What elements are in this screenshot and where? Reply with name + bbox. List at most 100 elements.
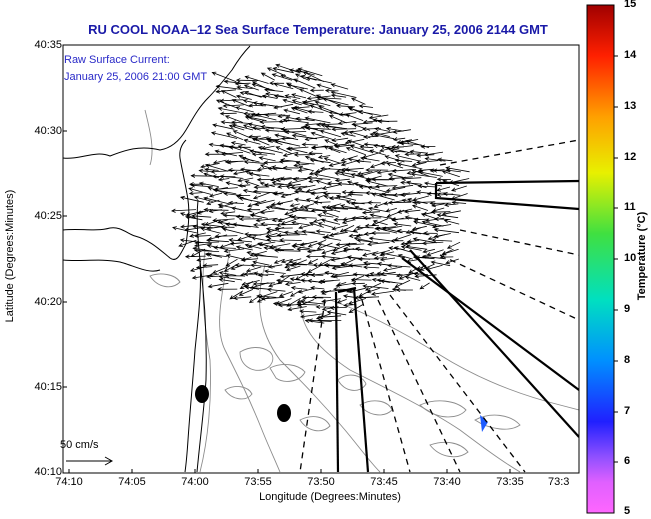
current-vector (401, 176, 422, 181)
current-vector (404, 215, 421, 220)
current-vector (338, 112, 357, 117)
current-vector (406, 239, 420, 244)
lon-tick-label: 74:00 (181, 476, 209, 488)
current-vector (372, 219, 388, 226)
current-vector (238, 289, 254, 296)
current-vector (436, 177, 451, 182)
current-vector (205, 238, 229, 243)
coastline (63, 45, 251, 473)
current-vector (218, 271, 237, 276)
current-vector (292, 261, 318, 266)
current-vector (301, 295, 324, 300)
current-vector (429, 201, 451, 206)
current-vector (408, 266, 420, 274)
current-vector (283, 108, 300, 115)
current-vector (204, 219, 221, 226)
current-vector (367, 206, 389, 213)
current-vector (228, 124, 245, 131)
current-vector (179, 238, 204, 244)
current-vector (321, 249, 334, 255)
current-vector (215, 89, 237, 94)
current-vector (327, 206, 349, 211)
current-vector (387, 263, 411, 268)
current-vector (274, 133, 299, 141)
current-vector (227, 168, 243, 173)
current-vector (358, 104, 374, 109)
current-vector (409, 149, 428, 154)
current-vector (260, 222, 278, 227)
current-vector (400, 180, 422, 185)
current-vector (279, 273, 303, 279)
annotation-current-time: January 25, 2006 21:00 GMT (64, 71, 208, 83)
current-vector (296, 302, 318, 307)
current-vector (244, 75, 269, 84)
current-vector (231, 99, 251, 108)
current-vector (212, 265, 230, 274)
colorbar-tick-label: 11 (624, 201, 636, 213)
current-vector (219, 174, 244, 179)
lon-tick-label: 74:05 (118, 476, 146, 488)
current-vector (293, 78, 316, 89)
current-vector (374, 184, 398, 189)
current-vector (308, 151, 323, 156)
current-vector (251, 83, 275, 91)
current-vector (401, 198, 421, 204)
current-vector (323, 145, 341, 154)
current-vector (353, 295, 380, 300)
current-vector (315, 229, 331, 234)
current-vector (307, 258, 319, 264)
current-vector (266, 287, 286, 292)
current-vector (442, 191, 461, 197)
current-vector (235, 106, 254, 113)
current-vector (297, 168, 310, 173)
current-vector (305, 254, 324, 259)
current-vector (252, 222, 268, 228)
current-vector (375, 226, 398, 234)
current-vector (328, 231, 348, 237)
current-vector (212, 188, 237, 195)
current-vector (350, 97, 366, 105)
current-vector (225, 258, 238, 267)
current-vector (228, 145, 251, 154)
current-vector (328, 161, 347, 167)
current-vector (249, 213, 268, 219)
current-vector (225, 181, 246, 188)
current-vector (309, 88, 324, 93)
map-title: RU COOL NOAA–12 Sea Surface Temperature:… (88, 22, 548, 37)
current-vector (242, 188, 261, 194)
lon-tick-label: 73:45 (370, 476, 398, 488)
current-vector (419, 282, 430, 290)
current-vector (228, 238, 253, 243)
current-vector (237, 183, 251, 188)
current-vector (410, 172, 437, 178)
current-vector (319, 129, 342, 138)
current-vector (185, 215, 203, 221)
current-vector (260, 72, 275, 81)
current-vector (372, 131, 390, 137)
current-vector (263, 269, 286, 274)
current-vector (223, 79, 244, 84)
current-vector (310, 145, 333, 150)
radar-site-marker (277, 404, 291, 422)
current-vector (304, 318, 325, 324)
current-vector (320, 166, 342, 171)
current-vector (235, 214, 251, 219)
current-vector (224, 115, 243, 123)
current-vector (332, 274, 358, 279)
current-vector (276, 233, 300, 238)
current-vector (322, 97, 349, 106)
current-vector (243, 159, 268, 165)
current-vector (307, 109, 324, 114)
current-vector (238, 196, 260, 203)
current-vector (362, 265, 380, 270)
current-vector (274, 226, 293, 231)
current-vector (295, 160, 315, 165)
current-vector (334, 171, 355, 178)
current-vector (364, 223, 379, 228)
colorbar-tick-label: 10 (624, 252, 637, 264)
current-vector (330, 271, 350, 278)
current-vector (284, 281, 301, 287)
current-vector (396, 162, 422, 169)
current-vector (345, 147, 366, 156)
current-vector (215, 84, 243, 90)
